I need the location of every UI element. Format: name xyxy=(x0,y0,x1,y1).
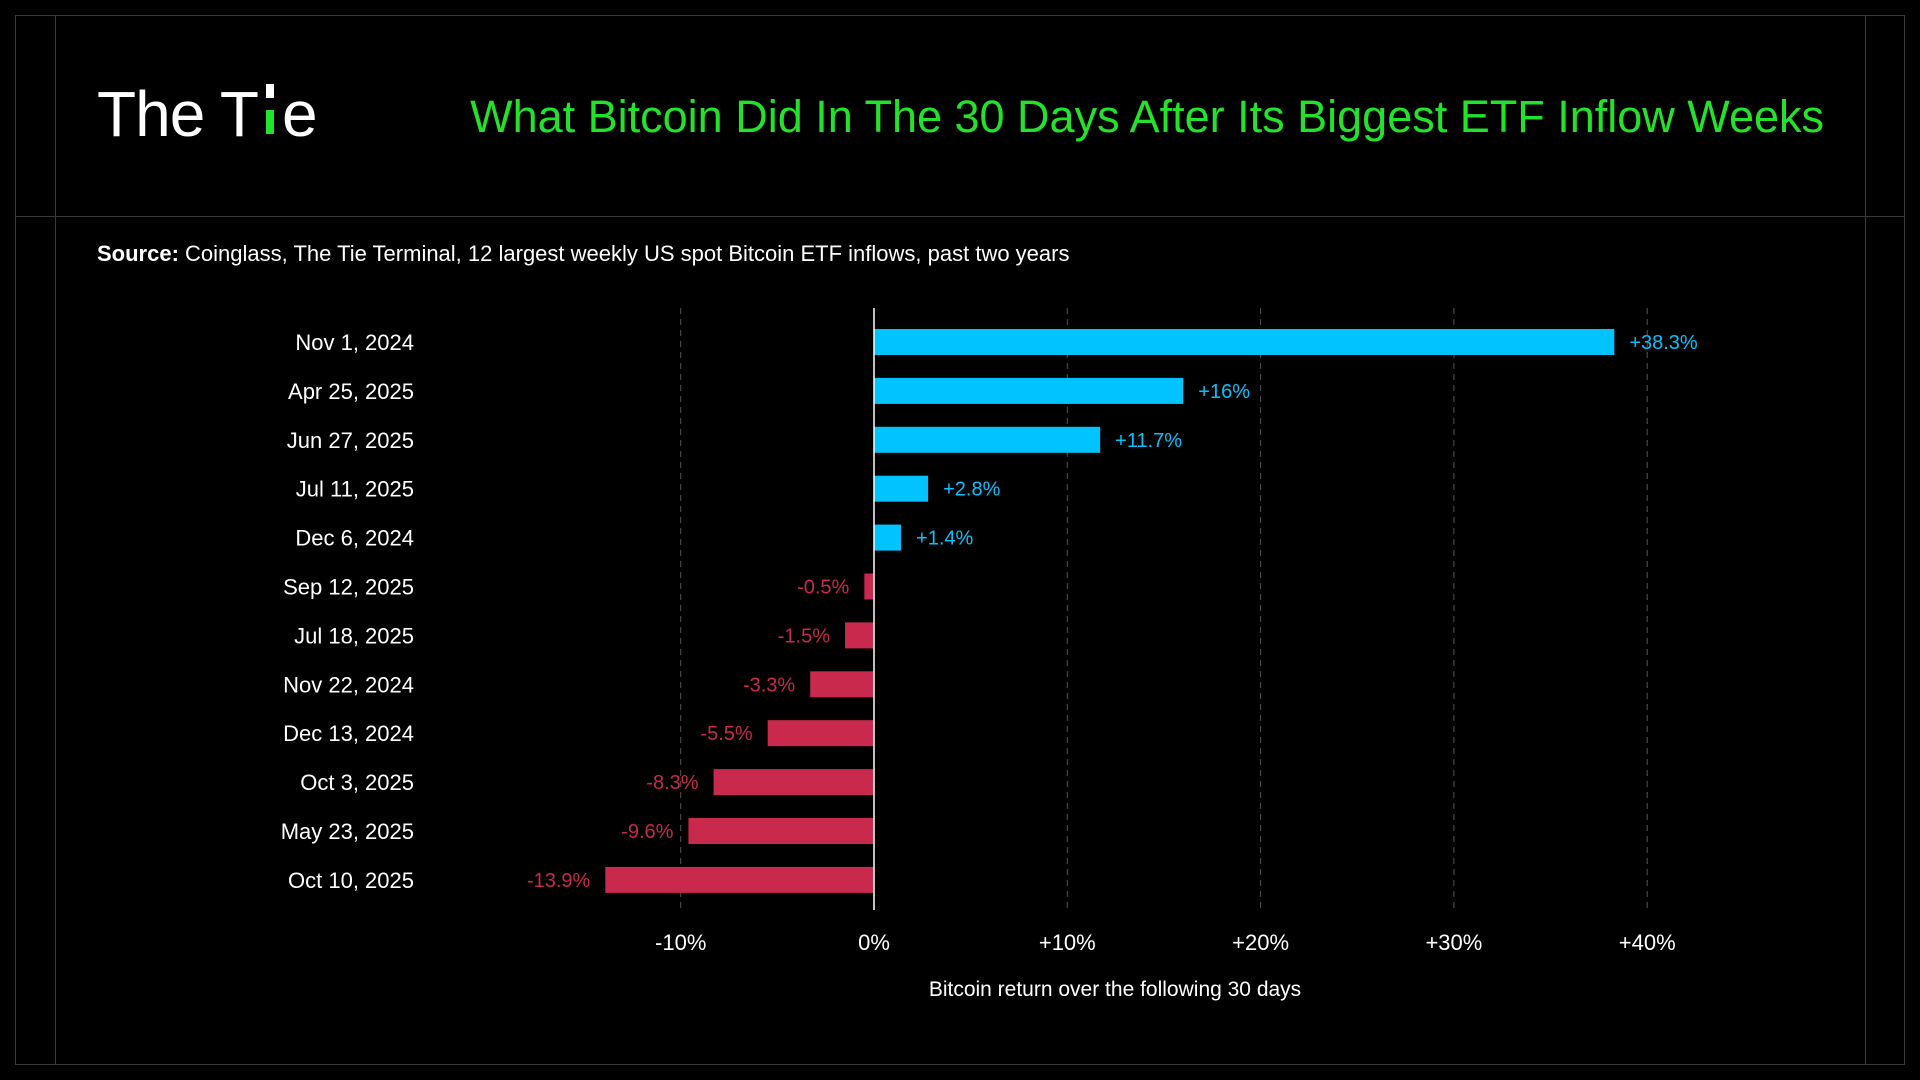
category-label: Sep 12, 2025 xyxy=(283,575,414,600)
value-label: -13.9% xyxy=(527,870,591,892)
category-label: Nov 1, 2024 xyxy=(295,330,414,355)
x-tick-label: +10% xyxy=(1039,930,1096,955)
bar xyxy=(874,426,1101,453)
grid-layer xyxy=(680,308,1648,910)
source-label: Source: xyxy=(97,241,179,266)
frame-left-outer xyxy=(15,15,16,1065)
value-label: +2.8% xyxy=(943,479,1000,501)
x-tick-label: -10% xyxy=(655,930,706,955)
frame-right-outer xyxy=(1904,15,1905,1065)
value-label: -1.5% xyxy=(778,625,830,647)
category-label: Jul 11, 2025 xyxy=(296,477,414,502)
value-label: -8.3% xyxy=(646,772,698,794)
category-label: Jul 18, 2025 xyxy=(294,623,414,648)
bar xyxy=(874,524,902,551)
x-tick-label: +40% xyxy=(1619,930,1676,955)
value-label: -0.5% xyxy=(797,577,849,599)
bar-layer xyxy=(605,329,1615,893)
bar xyxy=(874,475,929,502)
x-axis-label: Bitcoin return over the following 30 day… xyxy=(929,978,1301,1001)
bar xyxy=(874,329,1615,355)
category-label: Oct 3, 2025 xyxy=(300,770,414,795)
bar xyxy=(688,818,874,844)
bar xyxy=(810,671,874,698)
value-label: -9.6% xyxy=(621,821,673,843)
x-tick-label: +30% xyxy=(1425,930,1482,955)
brand-text-prefix: The T xyxy=(97,78,259,150)
label-layer: -10% 0% +10% +20% +30% +40% Nov 1, 2024 +38.3% A… xyxy=(281,330,1698,955)
value-label: +1.4% xyxy=(916,528,973,550)
category-label: Dec 6, 2024 xyxy=(295,526,414,551)
category-label: Oct 10, 2025 xyxy=(288,868,414,893)
category-label: Apr 25, 2025 xyxy=(288,379,414,404)
value-label: +38.3% xyxy=(1629,332,1698,354)
bar xyxy=(845,622,874,649)
bar xyxy=(864,573,874,600)
category-label: Dec 13, 2024 xyxy=(283,721,414,746)
frame-bottom xyxy=(15,1064,1905,1065)
bar xyxy=(605,866,874,893)
frame-right-inner xyxy=(1865,15,1866,1065)
category-label: Nov 22, 2024 xyxy=(283,672,414,697)
bar xyxy=(874,377,1184,404)
brand-mark-icon xyxy=(260,84,280,136)
source-text: Coinglass, The Tie Terminal, 12 largest … xyxy=(178,241,1070,266)
bar xyxy=(713,769,874,796)
source-note: Source: Coinglass, The Tie Terminal, 12 … xyxy=(97,241,1069,267)
x-tick-label: +20% xyxy=(1232,930,1289,955)
frame-left-inner xyxy=(55,15,56,1065)
category-label: May 23, 2025 xyxy=(281,819,414,844)
chart-title: What Bitcoin Did In The 30 Days After It… xyxy=(470,91,1824,142)
bar xyxy=(767,720,874,747)
value-label: -5.5% xyxy=(700,723,752,745)
value-label: +11.7% xyxy=(1115,430,1182,452)
brand-text-suffix: e xyxy=(282,78,318,150)
value-label: +16% xyxy=(1198,381,1250,403)
category-label: Jun 27, 2025 xyxy=(287,428,414,453)
x-tick-label: 0% xyxy=(858,930,890,955)
frame-top xyxy=(15,15,1905,16)
header-divider xyxy=(15,216,1905,217)
value-label: -3.3% xyxy=(743,674,795,696)
